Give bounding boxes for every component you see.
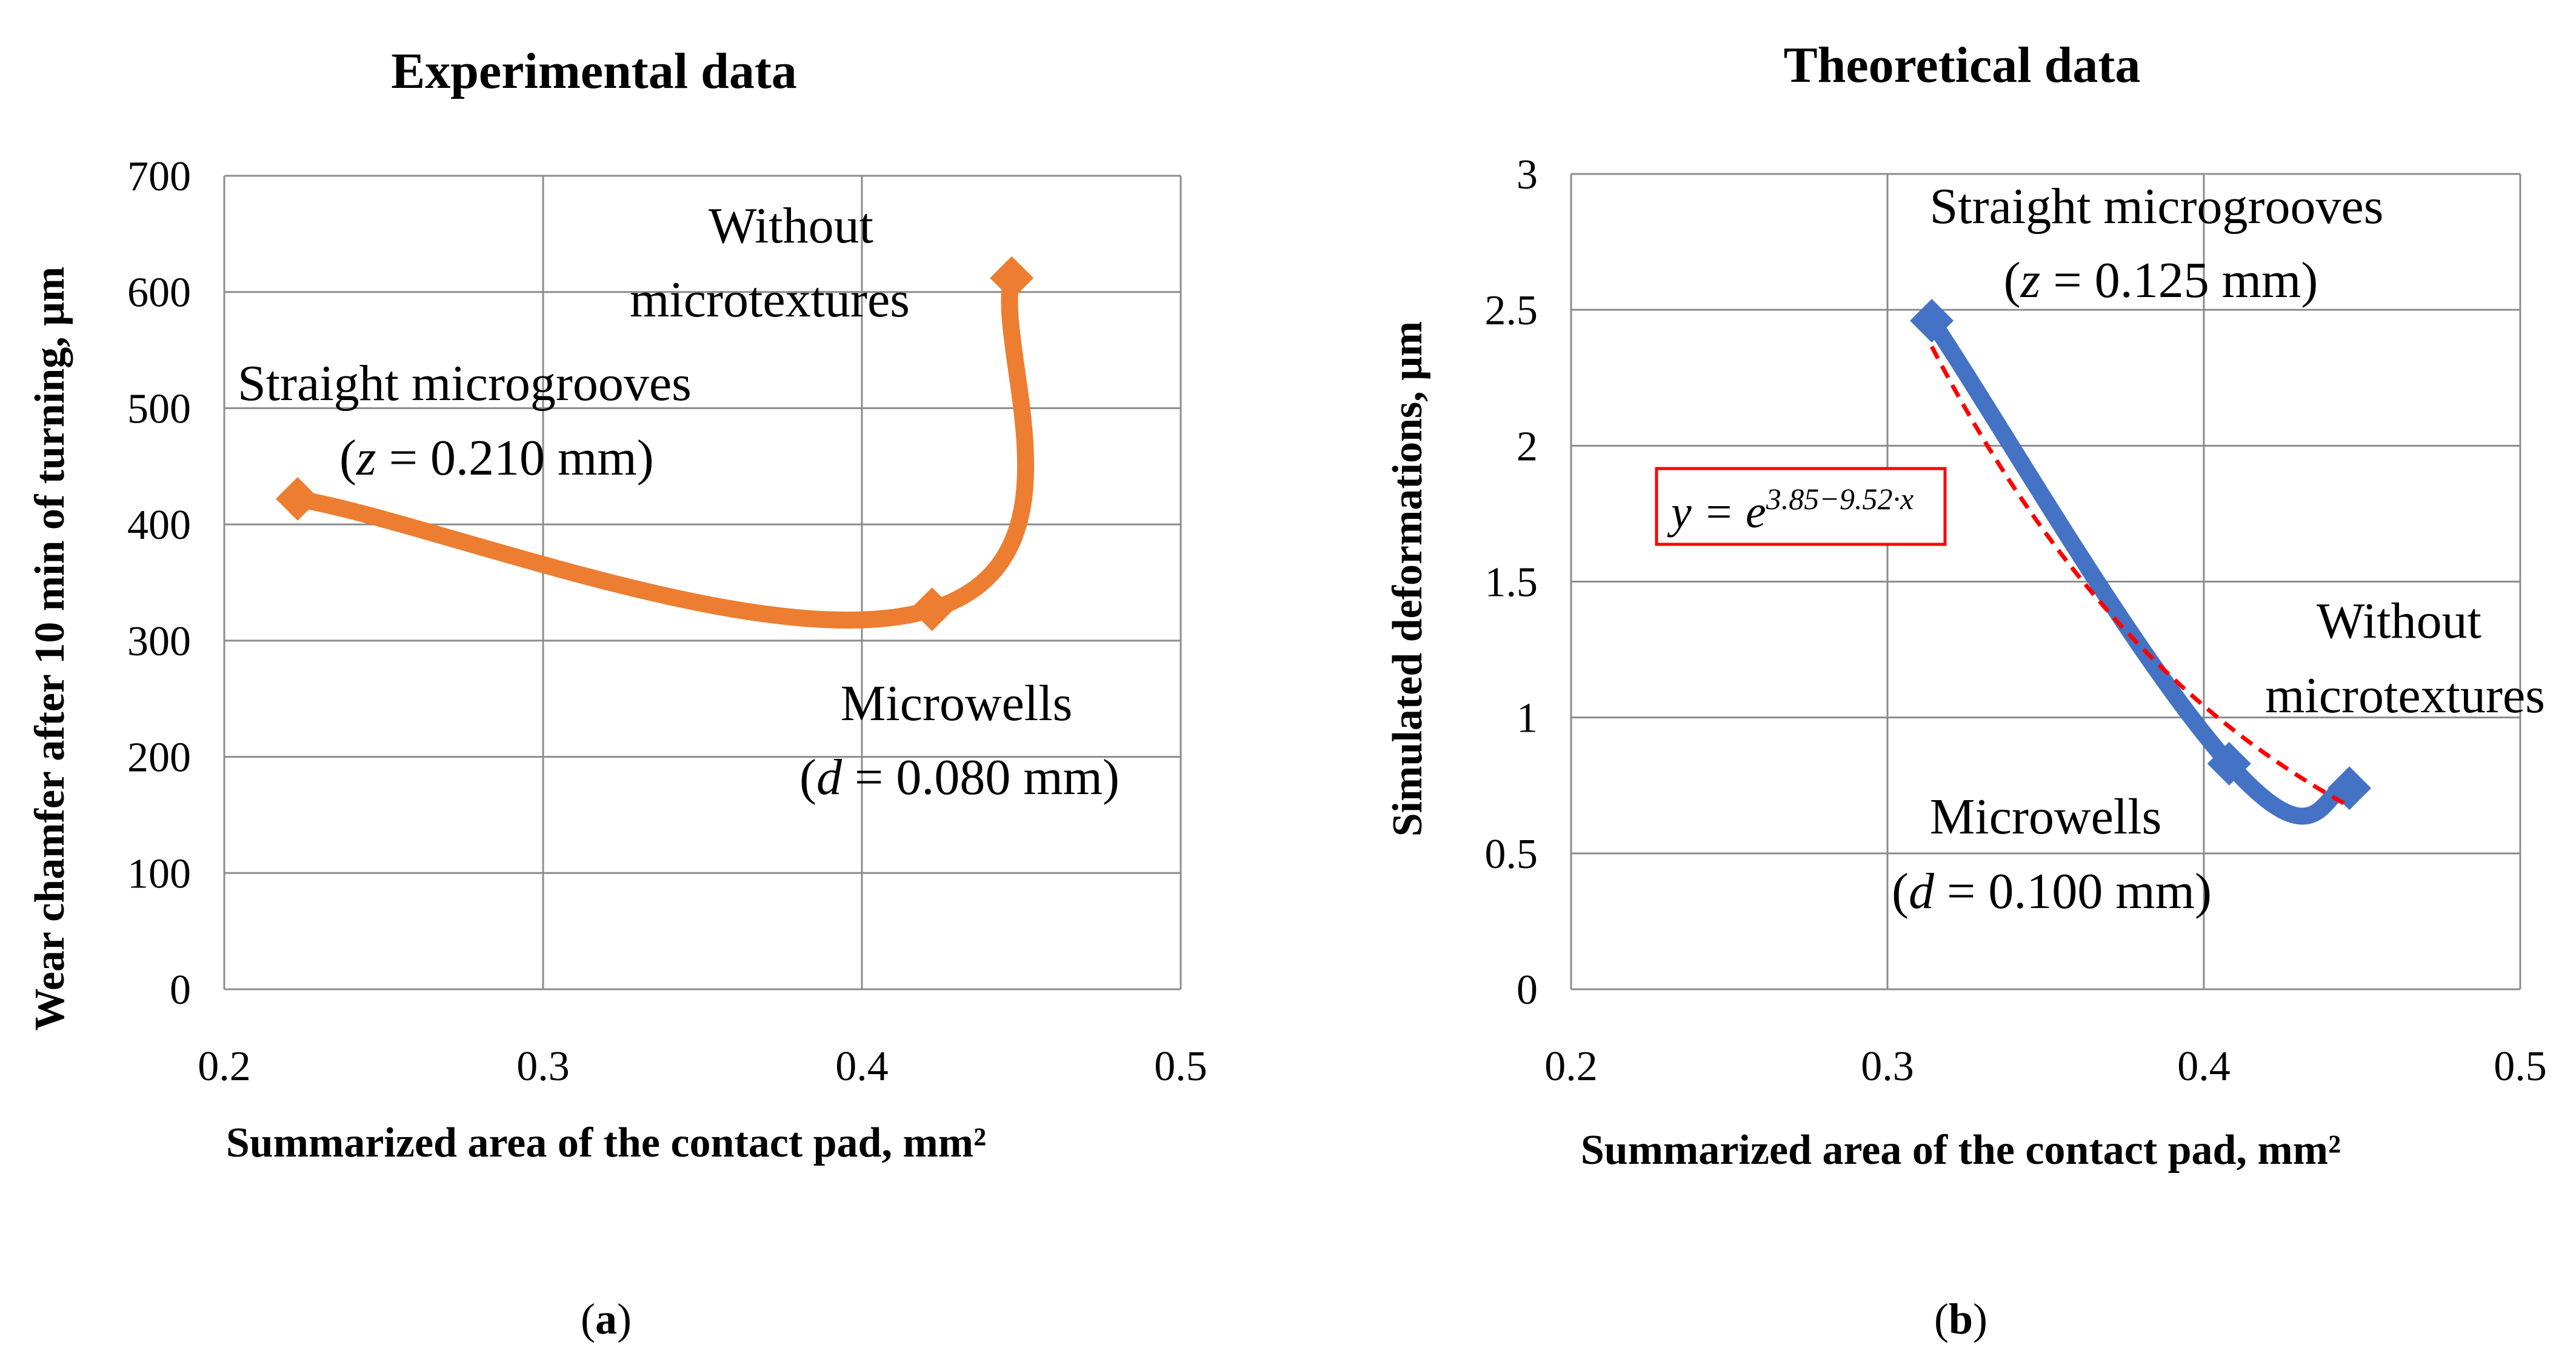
chart-b-y-ticks: 0 0.5 1 1.5 2 2.5 3 [1485, 152, 1538, 1013]
data-point-marker [1910, 299, 1954, 343]
chart-b-x-axis-label: Summarized area of the contact pad, mm² [1581, 1127, 2341, 1174]
data-point-marker [990, 256, 1034, 300]
y-tick-label: 200 [127, 735, 191, 781]
chart-b-y-axis-label: Simulated deformations, μm [1384, 321, 1431, 837]
series-line [289, 269, 1035, 629]
y-tick-label: 0 [1517, 967, 1538, 1013]
annotation-a-wells-value: = 0.080 mm) [842, 749, 1119, 806]
y-tick-label: 600 [127, 270, 191, 316]
annotation-a-grooves-paren-open: ( [339, 430, 356, 486]
trendline-equation: y = e3.85−9.52·x [1667, 482, 1914, 538]
series-line [1923, 312, 2358, 825]
chart-a-series [275, 256, 1035, 632]
chart-b-gridlines [1570, 173, 2521, 990]
y-tick-label: 100 [127, 850, 191, 897]
y-tick-label: 2.5 [1485, 287, 1538, 334]
y-tick-label: 0.5 [1485, 831, 1538, 878]
annotation-b-wells-2: (d = 0.100 mm) [1892, 863, 2212, 920]
y-tick-label: 3 [1517, 152, 1538, 198]
chart-b-title: Theoretical data [1784, 37, 2141, 93]
x-tick-label: 0.2 [1544, 1043, 1598, 1090]
annotation-b-grooves-2: (z = 0.125 mm) [2004, 252, 2318, 309]
chart-a-x-axis-label: Summarized area of the contact pad, mm² [226, 1120, 986, 1166]
x-tick-label: 0.3 [1861, 1043, 1914, 1090]
y-tick-label: 0 [170, 967, 191, 1013]
annotation-a-wells-2: (d = 0.080 mm) [799, 749, 1119, 806]
y-tick-label: 300 [127, 618, 191, 665]
chart-a-title: Experimental data [391, 43, 797, 99]
annotation-a-grooves-var: z [356, 430, 376, 486]
chart-b: Theoretical data 0 0.5 1 1.5 2 2.5 3 0.2 0.3 0.4… [1384, 37, 2547, 1343]
y-tick-label: 400 [127, 502, 191, 549]
panel-label-a: (a) [581, 1295, 632, 1343]
y-tick-label: 500 [127, 386, 191, 432]
data-point-marker [910, 587, 954, 632]
annotation-b-without-2: microtextures [2265, 667, 2545, 724]
x-tick-label: 0.5 [1154, 1043, 1207, 1090]
annotation-a-wells-paren-open: ( [799, 749, 816, 806]
chart-a: Experimental data 0 100 200 300 400 500 600 700… [27, 43, 1207, 1343]
annotation-a-grooves-1: Straight microgrooves [238, 355, 692, 412]
chart-a-gridlines [223, 175, 1182, 990]
data-point-marker [2207, 741, 2251, 786]
y-tick-label: 700 [127, 153, 191, 200]
equation-box [1655, 467, 1947, 546]
annotation-a-wells-1: Microwells [841, 675, 1073, 732]
annotation-b-without-1: Without [2317, 593, 2481, 649]
annotation-a-wells-var: d [816, 749, 843, 806]
chart-b-trendline [1929, 346, 2351, 809]
annotation-a-without-2: microtextures [630, 272, 910, 328]
trendline-path [1929, 346, 2351, 809]
annotation-a-grooves-value: = 0.210 mm) [376, 430, 654, 486]
y-tick-label: 1 [1517, 695, 1538, 742]
annotation-a-without-1: Without [709, 198, 873, 254]
chart-a-y-axis-label: Wear chamfer after 10 min of turning, μm [27, 267, 73, 1031]
panel-label-b: (b) [1934, 1295, 1987, 1343]
annotation-b-wells-1: Microwells [1930, 789, 2162, 845]
chart-a-x-ticks: 0.2 0.3 0.4 0.5 [198, 1043, 1207, 1090]
chart-b-x-ticks: 0.2 0.3 0.4 0.5 [1544, 1043, 2547, 1090]
chart-b-series [1910, 299, 2372, 825]
x-tick-label: 0.4 [835, 1043, 889, 1090]
y-tick-label: 1.5 [1485, 559, 1538, 606]
y-tick-label: 2 [1517, 423, 1538, 470]
x-tick-label: 0.3 [516, 1043, 570, 1090]
chart-a-y-ticks: 0 100 200 300 400 500 600 700 [127, 153, 191, 1013]
annotation-a-grooves-2: (z = 0.210 mm) [339, 430, 654, 486]
x-tick-label: 0.5 [2494, 1043, 2547, 1090]
x-tick-label: 0.2 [198, 1043, 251, 1090]
annotation-b-grooves-1: Straight microgrooves [1930, 178, 2384, 235]
x-tick-label: 0.4 [2177, 1043, 2231, 1090]
data-point-marker [275, 476, 319, 521]
